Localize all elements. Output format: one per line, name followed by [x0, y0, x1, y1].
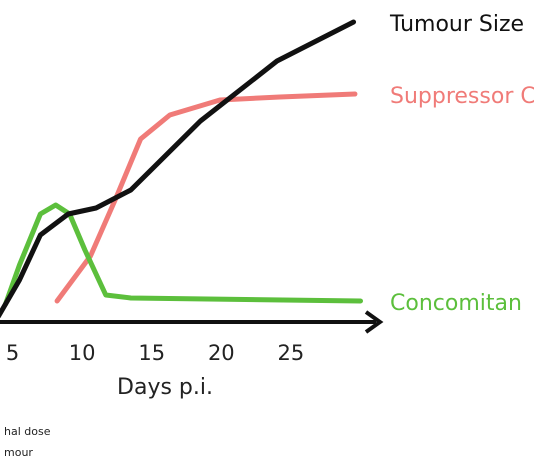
series-label: Concomitan — [390, 291, 522, 316]
annotation: mour — [4, 446, 33, 459]
x-axis-arrow — [364, 310, 384, 334]
x-tick-label: 10 — [69, 341, 96, 365]
x-tick-label: 5 — [6, 341, 19, 365]
x-tick-label: 20 — [208, 341, 235, 365]
data-line — [0, 19, 357, 319]
series-label: Tumour Size — [389, 12, 524, 37]
series-label: Suppressor C — [390, 84, 534, 109]
x-axis-label: Days p.i. — [117, 375, 213, 400]
annotation: hal dose — [4, 425, 51, 438]
x-tick-label: 25 — [278, 341, 305, 365]
x-tick-label: 15 — [138, 341, 165, 365]
data-line — [54, 91, 358, 304]
